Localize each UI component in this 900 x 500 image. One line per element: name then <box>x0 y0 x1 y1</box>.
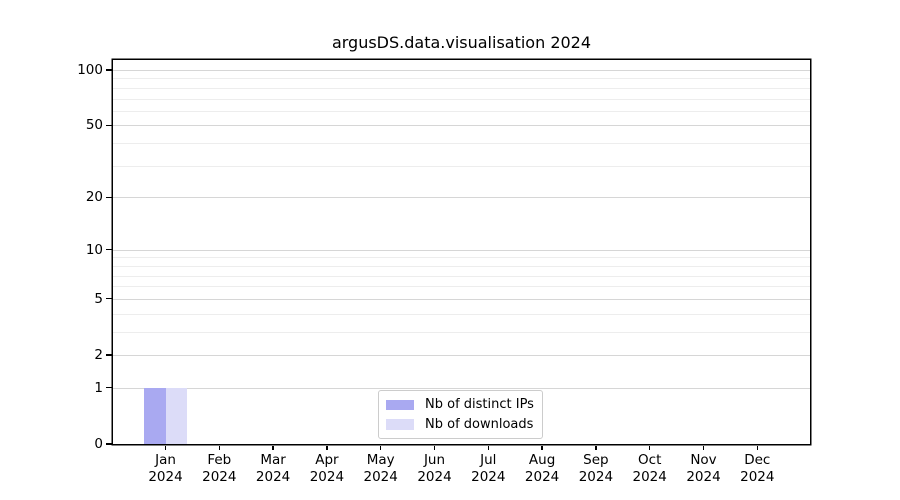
y-gridline-major <box>113 298 810 300</box>
y-gridline-minor <box>113 265 810 267</box>
y-tick <box>106 196 112 198</box>
x-tick-label-month: Nov <box>690 452 717 468</box>
x-tick-label-month: Aug <box>528 452 556 468</box>
x-tick <box>380 445 382 450</box>
x-tick-label-year: 2024 <box>363 468 398 485</box>
y-tick-label: 5 <box>94 290 103 307</box>
x-tick-label-month: Mar <box>260 452 286 468</box>
plot-area: Nb of distinct IPs Nb of downloads <box>113 60 810 444</box>
y-gridline-minor <box>113 165 810 167</box>
x-tick-label-month: May <box>366 452 395 468</box>
y-tick-label: 2 <box>94 347 103 363</box>
x-tick-label-month: Jan <box>155 452 176 468</box>
x-tick <box>218 445 220 450</box>
y-gridline-major <box>113 355 810 356</box>
x-tick <box>433 445 436 450</box>
x-tick <box>272 445 274 450</box>
y-gridline-minor <box>113 275 810 277</box>
x-tick-label-month: Oct <box>638 452 662 468</box>
x-tick-label-year: 2024 <box>471 468 506 485</box>
y-tick <box>106 387 112 389</box>
y-gridline-minor <box>113 313 810 315</box>
x-tick-label-year: 2024 <box>578 468 614 485</box>
x-tick-label-month: Apr <box>315 452 339 468</box>
x-tick-label: Apr 2024 <box>287 452 367 485</box>
x-tick-label-year: 2024 <box>417 468 452 485</box>
chart-title: argusDS.data.visualisation 2024 <box>331 33 592 52</box>
x-tick <box>702 445 705 450</box>
y-gridline-major <box>113 197 810 199</box>
x-tick-label-year: 2024 <box>255 468 291 485</box>
y-gridline-major <box>113 387 810 389</box>
x-tick-label: May 2024 <box>341 452 421 485</box>
y-tick-label: 100 <box>77 62 103 78</box>
y-tick-label: 0 <box>94 436 103 452</box>
y-gridline-minor <box>113 110 810 112</box>
legend-swatch-distinct-ips <box>386 399 414 410</box>
y-gridline-major <box>113 125 810 127</box>
x-tick-label: Nov 2024 <box>664 452 744 485</box>
x-tick-label-year: 2024 <box>740 468 775 485</box>
x-tick-label-month: Dec <box>744 452 771 468</box>
y-tick <box>106 354 112 356</box>
y-gridline-minor <box>113 98 810 100</box>
x-tick-label: Jul 2024 <box>448 452 528 485</box>
y-tick-label: 20 <box>85 189 103 206</box>
x-tick <box>756 445 758 450</box>
y-gridline-minor <box>113 257 810 259</box>
x-tick-label-year: 2024 <box>686 468 721 485</box>
x-tick <box>649 445 651 450</box>
x-tick-label-month: Jul <box>480 452 497 468</box>
y-gridline-minor <box>113 87 810 89</box>
y-tick-label: 10 <box>85 241 103 258</box>
x-tick-label: Feb 2024 <box>179 452 259 485</box>
y-gridline-minor <box>113 78 810 80</box>
x-tick-label: Jun 2024 <box>395 452 475 485</box>
x-tick-label-month: Sep <box>583 452 609 468</box>
y-tick <box>106 443 112 445</box>
x-tick-label: Mar 2024 <box>233 452 313 485</box>
legend: Nb of distinct IPs Nb of downloads <box>378 390 543 439</box>
x-tick-label: Jan 2024 <box>126 452 206 485</box>
y-tick-label: 1 <box>94 379 103 396</box>
legend-swatch-downloads <box>386 419 414 430</box>
x-tick-label: Dec 2024 <box>717 452 797 485</box>
y-gridline-minor <box>113 331 810 333</box>
legend-row: Nb of downloads <box>386 415 534 435</box>
legend-label-downloads: Nb of downloads <box>425 416 534 432</box>
x-tick-label-year: 2024 <box>632 468 667 485</box>
bar-distinct-ips <box>144 387 166 444</box>
y-gridline-major <box>113 70 810 71</box>
y-tick <box>106 298 112 300</box>
x-tick-label-year: 2024 <box>309 468 345 485</box>
x-tick-label-month: Feb <box>207 452 232 468</box>
x-tick-label-year: 2024 <box>148 468 183 485</box>
y-tick <box>106 124 112 127</box>
x-tick-label-year: 2024 <box>524 468 560 485</box>
x-tick-label: Sep 2024 <box>556 452 636 485</box>
x-tick <box>541 445 543 450</box>
y-tick <box>106 249 112 251</box>
bar-downloads <box>165 387 187 444</box>
y-gridline-minor <box>113 143 810 145</box>
x-tick-label-month: Jun <box>423 452 446 468</box>
x-tick <box>164 445 167 450</box>
legend-label-distinct-ips: Nb of distinct IPs <box>425 397 534 413</box>
x-tick <box>595 445 597 450</box>
y-gridline-major <box>113 249 810 251</box>
x-tick-label: Aug 2024 <box>502 452 582 485</box>
y-tick-label: 50 <box>85 117 103 134</box>
y-gridline-minor <box>113 286 810 288</box>
x-tick-label: Oct 2024 <box>610 452 690 485</box>
x-tick-label-year: 2024 <box>202 468 237 485</box>
x-tick <box>326 445 328 450</box>
x-tick <box>487 445 489 450</box>
legend-row: Nb of distinct IPs <box>386 395 534 415</box>
y-tick <box>106 69 112 71</box>
